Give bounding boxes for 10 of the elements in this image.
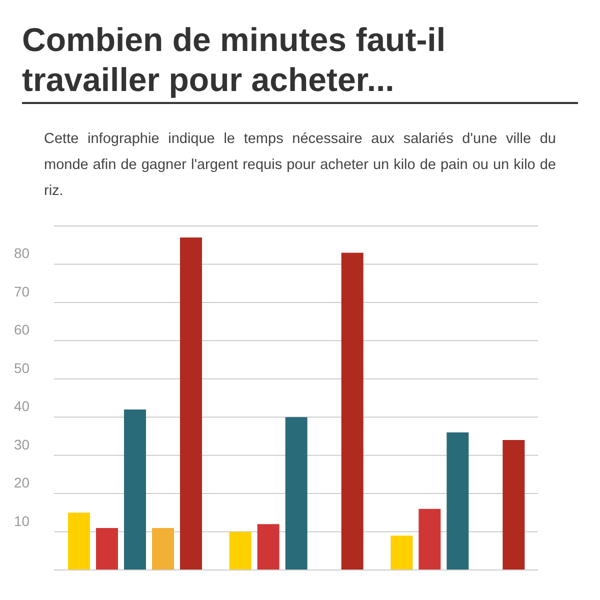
y-tick-label: 50 bbox=[14, 360, 30, 376]
y-tick-label: 10 bbox=[14, 512, 30, 529]
chart-subtitle: Cette infographie indique le temps nécessaire aux salariés d'une ville du monde afin de gagner l'argent requis pour acheter un kilo de pain ou un kilo de riz. bbox=[44, 130, 556, 201]
y-tick-label: 40 bbox=[14, 398, 30, 414]
y-tick-label: 30 bbox=[14, 436, 30, 452]
chart-title: Combien de minutes faut-il travailler pour acheter... bbox=[22, 20, 447, 100]
y-tick-label: 60 bbox=[14, 322, 30, 338]
y-tick-label: 70 bbox=[14, 283, 30, 300]
y-tick-label: 80 bbox=[14, 245, 30, 262]
y-tick-label: 20 bbox=[14, 474, 30, 491]
